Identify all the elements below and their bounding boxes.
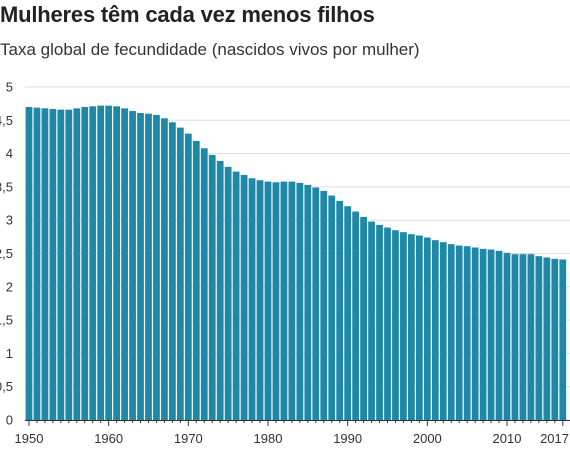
bar	[431, 240, 439, 420]
bar	[33, 107, 41, 420]
x-tick-label: 1980	[254, 431, 283, 446]
bar	[248, 178, 256, 420]
bar	[511, 254, 519, 420]
bar	[105, 105, 113, 420]
bar	[192, 140, 200, 421]
bar	[392, 230, 399, 420]
bar	[73, 108, 81, 420]
x-tick-label: 1950	[15, 431, 44, 446]
bar	[551, 258, 559, 420]
chart-title: Mulheres têm cada vez menos filhos	[0, 2, 375, 27]
bar	[408, 234, 415, 420]
bar	[328, 195, 336, 420]
bar	[208, 154, 216, 420]
y-tick-label: 1	[6, 346, 13, 361]
bar	[344, 206, 352, 420]
y-axis-labels: 0 0,5 1 1,5 2 2,5 3 3,5 4 4,5 5	[0, 80, 13, 428]
y-tick-label: 2	[6, 279, 13, 294]
bar	[503, 252, 511, 420]
bar	[471, 247, 479, 420]
bar	[455, 245, 463, 420]
y-tick-label: 3	[6, 213, 13, 228]
bar	[447, 244, 455, 420]
bar	[463, 246, 471, 420]
bar	[129, 110, 136, 420]
bar	[280, 181, 288, 420]
bar	[264, 181, 272, 420]
bar	[543, 257, 551, 420]
bar	[384, 227, 391, 420]
bar	[256, 180, 264, 420]
x-tick-label: 2000	[413, 431, 442, 446]
bar	[535, 256, 543, 420]
bar	[272, 182, 280, 420]
bar	[519, 254, 527, 420]
bar	[200, 148, 208, 420]
bar	[360, 216, 367, 420]
bar	[121, 108, 128, 420]
bar	[81, 106, 89, 420]
bar	[320, 190, 328, 420]
x-tick-label: 1970	[174, 431, 203, 446]
bar	[288, 181, 296, 420]
bar	[169, 122, 176, 420]
bar	[232, 171, 240, 420]
bar	[49, 108, 57, 420]
y-tick-label: 3,5	[0, 179, 13, 194]
bar	[423, 237, 431, 420]
bar	[216, 160, 224, 420]
bar	[41, 108, 49, 420]
x-tick-label: 2017	[540, 431, 569, 446]
bar	[97, 105, 105, 420]
y-tick-label: 0,5	[0, 379, 13, 394]
y-tick-label: 0	[6, 413, 13, 428]
bar	[65, 109, 73, 421]
chart-subtitle: Taxa global de fecundidade (nascidos viv…	[0, 40, 420, 59]
bar	[25, 106, 33, 420]
bar	[368, 221, 375, 420]
bar	[559, 259, 567, 420]
bar	[161, 118, 168, 420]
bar	[240, 174, 248, 420]
bar	[137, 112, 144, 420]
bar	[296, 182, 304, 420]
bar	[487, 249, 495, 420]
bar	[439, 242, 447, 420]
y-tick-label: 1,5	[0, 313, 13, 328]
bar	[57, 109, 65, 421]
bar	[145, 113, 152, 420]
bar	[304, 184, 312, 420]
bar	[352, 211, 360, 420]
bar	[312, 187, 320, 420]
bar	[376, 224, 383, 420]
x-tick-label: 1960	[94, 431, 123, 446]
bar	[400, 232, 407, 420]
bar	[153, 114, 160, 421]
bar	[415, 235, 423, 420]
x-tick-label: 1990	[333, 431, 362, 446]
bars	[25, 105, 567, 421]
bar	[224, 166, 232, 420]
bar	[184, 133, 192, 420]
bar	[527, 254, 535, 420]
bar	[89, 106, 97, 421]
bar	[336, 200, 344, 420]
bar	[176, 127, 184, 420]
y-tick-label: 2,5	[0, 246, 13, 261]
y-tick-label: 4	[6, 146, 13, 161]
bar	[479, 248, 487, 420]
y-tick-label: 4,5	[0, 113, 13, 128]
bar	[113, 106, 121, 421]
x-tick-label: 2010	[493, 431, 522, 446]
x-axis: 1950 1960 1970 1980 1990 2000 2010 2017	[15, 420, 570, 446]
bar	[495, 250, 503, 420]
y-tick-label: 5	[6, 80, 13, 95]
